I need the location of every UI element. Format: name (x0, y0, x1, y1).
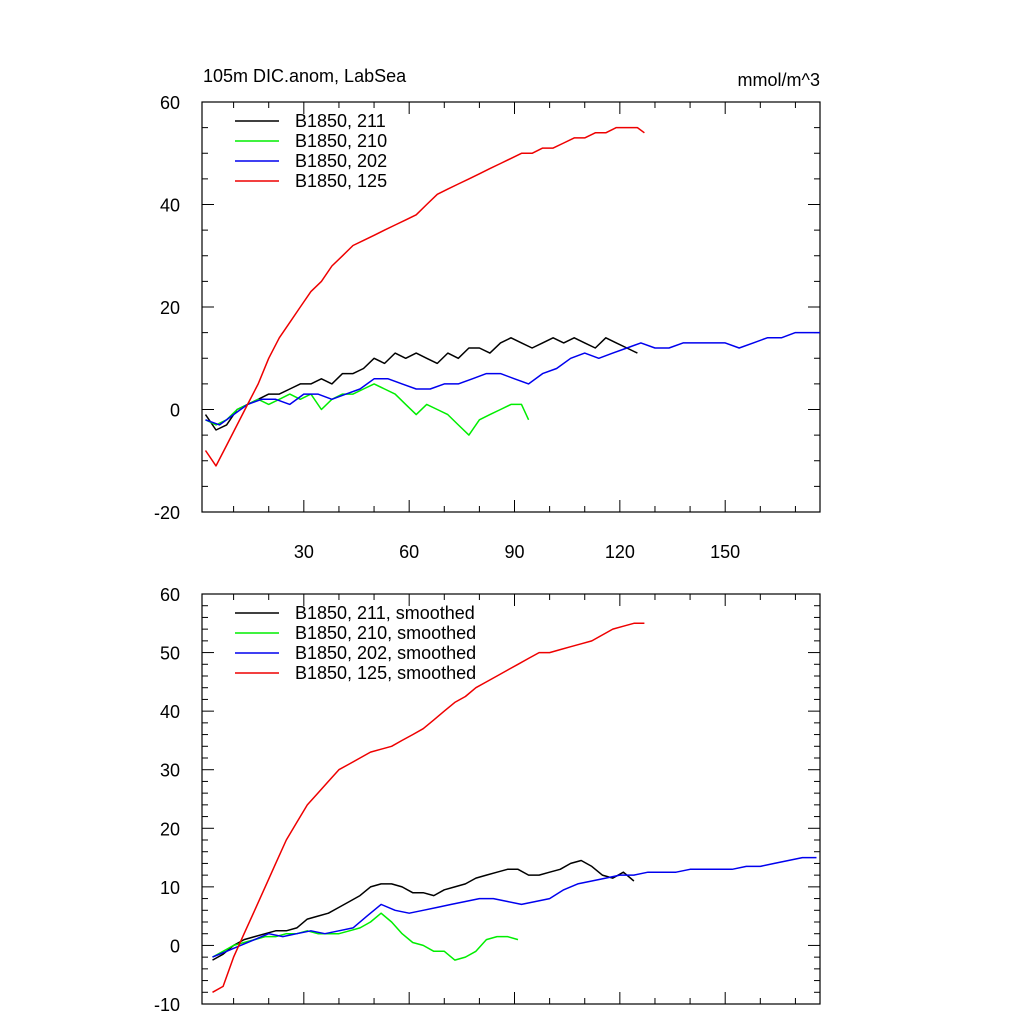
top-panel-title: 105m DIC.anom, LabSea (203, 66, 407, 86)
series-line-1 (212, 912, 519, 961)
x-tick-label: 120 (605, 542, 635, 562)
legend-label-0: B1850, 211, smoothed (295, 603, 475, 623)
y-tick-label: 0 (170, 936, 180, 956)
bottom-axis-ticks (202, 593, 820, 1005)
y-tick-label: 60 (160, 585, 180, 605)
series-line-2 (212, 856, 817, 958)
y-tick-label: 40 (160, 702, 180, 722)
x-tick-label: 90 (504, 542, 524, 562)
y-tick-label: 40 (160, 196, 180, 216)
top-panel: 105m DIC.anom, LabSea mmol/m^3 -20 0 20 40 6… (154, 66, 821, 562)
y-tick-label: 0 (170, 401, 180, 421)
series-line-3 (204, 126, 645, 467)
x-tick-label: 60 (399, 542, 419, 562)
bottom-axis-tick-labels: -10 0 10 20 30 40 50 60 (154, 585, 180, 1015)
series-line-2 (205, 331, 820, 426)
legend-label-0: B1850, 211 (295, 111, 386, 131)
x-tick-label: 30 (294, 542, 314, 562)
top-series-lines (204, 126, 820, 467)
y-tick-label: 20 (160, 298, 180, 318)
series-line-3 (212, 622, 645, 993)
legend-label-2: B1850, 202, smoothed (295, 643, 476, 663)
legend-label-1: B1850, 210 (295, 131, 387, 151)
y-tick-label: 60 (160, 93, 180, 113)
y-tick-label: -20 (154, 503, 180, 523)
y-tick-label: 30 (160, 761, 180, 781)
legend-label-3: B1850, 125 (295, 171, 387, 191)
y-tick-label: 20 (160, 819, 180, 839)
bottom-plot-frame (201, 593, 821, 1005)
legend-label-3: B1850, 125, smoothed (295, 663, 476, 683)
bottom-series-lines (212, 622, 817, 993)
legend-label-1: B1850, 210, smoothed (295, 623, 476, 643)
y-tick-label: 50 (160, 644, 180, 664)
y-tick-label: -10 (154, 995, 180, 1015)
top-panel-units: mmol/m^3 (738, 70, 820, 90)
series-line-0 (204, 337, 638, 431)
x-tick-label: 150 (710, 542, 740, 562)
legend-label-2: B1850, 202 (295, 151, 387, 171)
y-tick-label: 10 (160, 878, 180, 898)
series-line-0 (212, 859, 635, 961)
top-axis-tick-labels: -20 0 20 40 60 30 60 90 120 150 (154, 93, 740, 562)
